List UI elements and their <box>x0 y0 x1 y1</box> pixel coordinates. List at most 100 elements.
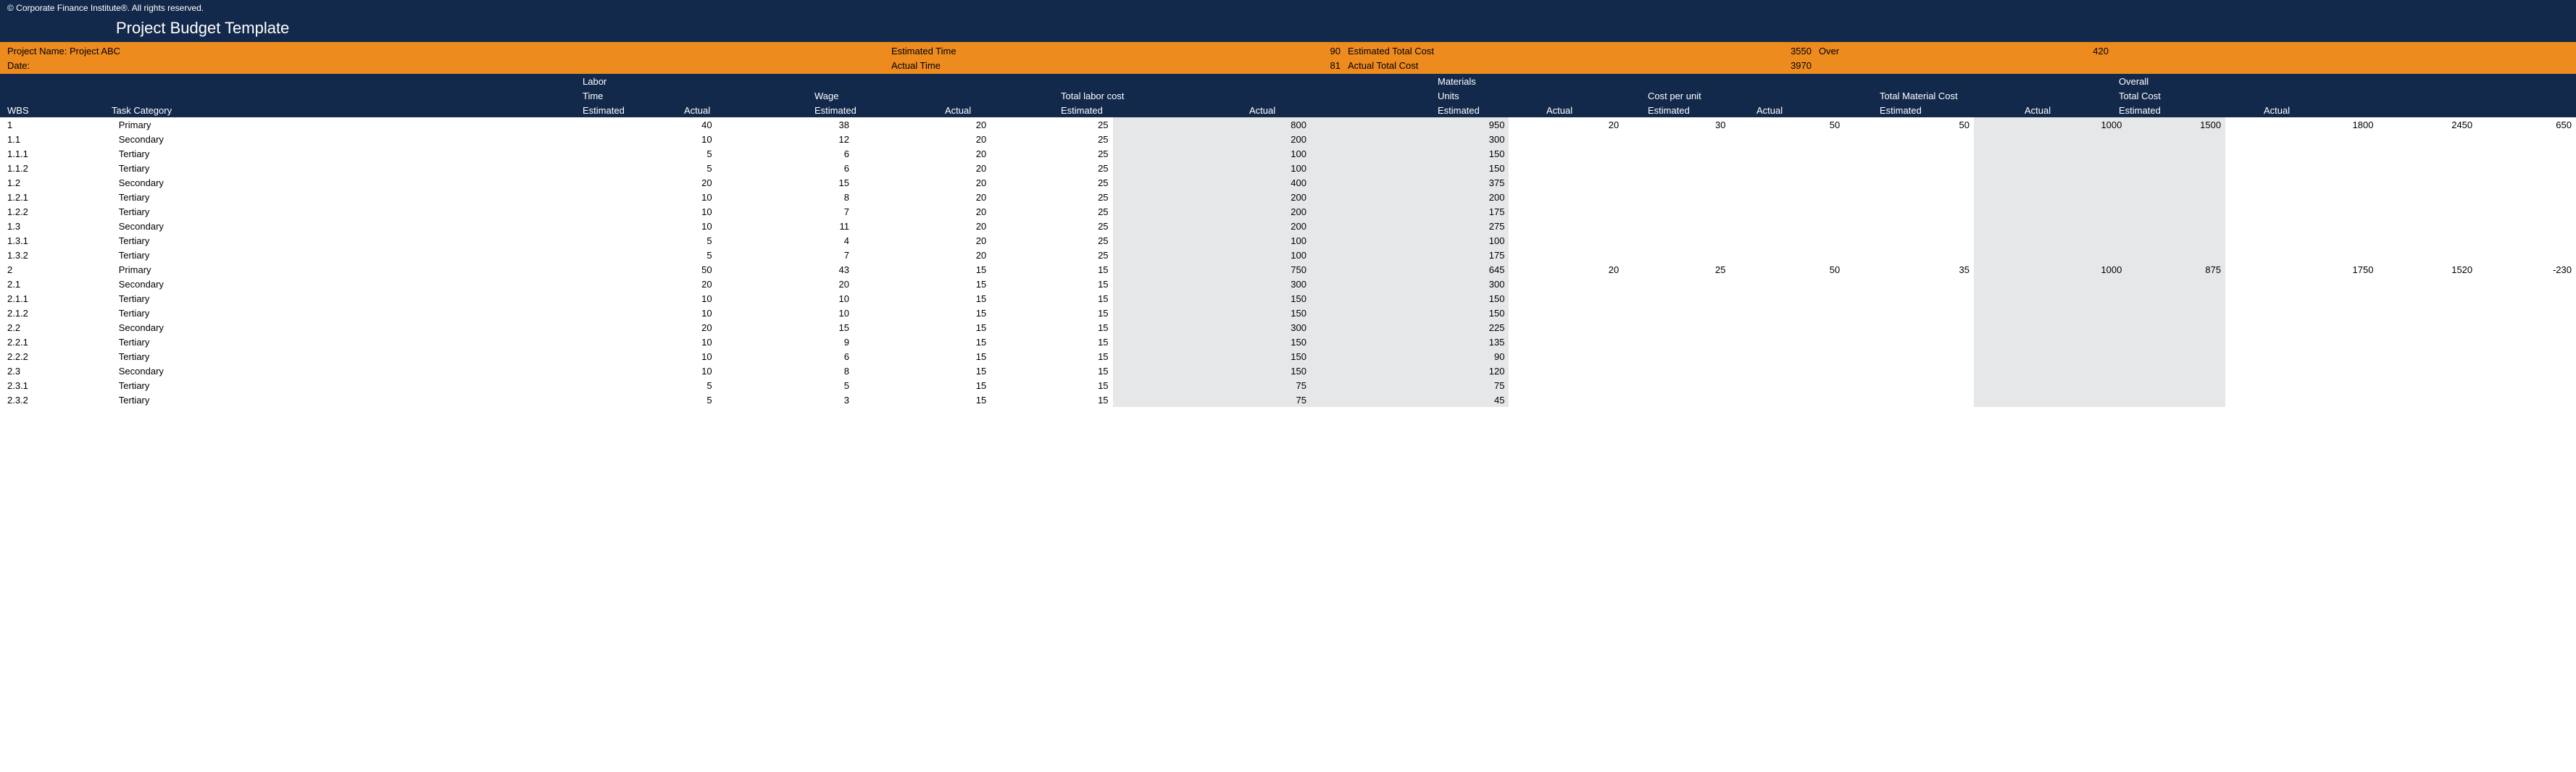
cell-tle[interactable]: 100 <box>1113 248 1311 262</box>
cell-oe[interactable] <box>2225 204 2377 219</box>
cell-oe[interactable] <box>2225 349 2377 364</box>
cell-wbs[interactable]: 1 <box>0 117 114 132</box>
cell-tla[interactable]: 45 <box>1311 393 1509 407</box>
cell-ue[interactable] <box>1509 204 1623 219</box>
cell-cpa[interactable] <box>1844 277 1974 291</box>
cell-ua[interactable] <box>1623 204 1730 219</box>
cell-ue[interactable] <box>1509 175 1623 190</box>
cell-var[interactable] <box>2477 378 2576 393</box>
cell-oe[interactable] <box>2225 161 2377 175</box>
cell-var[interactable] <box>2477 132 2576 146</box>
cell-cpe[interactable] <box>1730 378 1844 393</box>
cell-task[interactable]: Secondary <box>114 219 610 233</box>
cell-task[interactable]: Secondary <box>114 175 610 190</box>
cell-te[interactable]: 50 <box>609 262 716 277</box>
cell-ta[interactable]: 3 <box>717 393 854 407</box>
cell-wbs[interactable]: 2.1.2 <box>0 306 114 320</box>
cell-tla[interactable]: 75 <box>1311 378 1509 393</box>
cell-wa[interactable]: 25 <box>991 248 1112 262</box>
cell-tla[interactable]: 100 <box>1311 233 1509 248</box>
cell-var[interactable] <box>2477 175 2576 190</box>
cell-ta[interactable]: 15 <box>717 320 854 335</box>
cell-task[interactable]: Primary <box>114 117 610 132</box>
cell-cpa[interactable] <box>1844 393 1974 407</box>
cell-tla[interactable]: 300 <box>1311 277 1509 291</box>
cell-wa[interactable]: 15 <box>991 262 1112 277</box>
cell-tme[interactable] <box>1974 219 2126 233</box>
cell-oa[interactable] <box>2377 291 2477 306</box>
cell-wbs[interactable]: 2.2.2 <box>0 349 114 364</box>
cell-oa[interactable] <box>2377 161 2477 175</box>
cell-te[interactable]: 10 <box>609 364 716 378</box>
cell-task[interactable]: Tertiary <box>114 349 610 364</box>
cell-ta[interactable]: 6 <box>717 349 854 364</box>
cell-oa[interactable] <box>2377 364 2477 378</box>
cell-te[interactable]: 5 <box>609 393 716 407</box>
cell-task[interactable]: Tertiary <box>114 204 610 219</box>
cell-cpa[interactable] <box>1844 364 1974 378</box>
cell-ta[interactable]: 15 <box>717 175 854 190</box>
cell-wbs[interactable]: 1.3 <box>0 219 114 233</box>
cell-var[interactable] <box>2477 248 2576 262</box>
cell-ta[interactable]: 7 <box>717 248 854 262</box>
cell-cpa[interactable] <box>1844 146 1974 161</box>
cell-var[interactable] <box>2477 146 2576 161</box>
cell-cpa[interactable] <box>1844 335 1974 349</box>
cell-tle[interactable]: 200 <box>1113 190 1311 204</box>
cell-we[interactable]: 15 <box>854 378 991 393</box>
cell-wa[interactable]: 15 <box>991 291 1112 306</box>
cell-we[interactable]: 15 <box>854 320 991 335</box>
cell-we[interactable]: 20 <box>854 233 991 248</box>
cell-tma[interactable] <box>2126 175 2225 190</box>
cell-tma[interactable] <box>2126 277 2225 291</box>
cell-oa[interactable] <box>2377 190 2477 204</box>
cell-ua[interactable] <box>1623 393 1730 407</box>
cell-ua[interactable] <box>1623 277 1730 291</box>
cell-tle[interactable]: 150 <box>1113 364 1311 378</box>
cell-oe[interactable] <box>2225 320 2377 335</box>
cell-we[interactable]: 20 <box>854 146 991 161</box>
cell-tle[interactable]: 100 <box>1113 146 1311 161</box>
cell-var[interactable] <box>2477 364 2576 378</box>
cell-cpe[interactable] <box>1730 306 1844 320</box>
cell-ua[interactable] <box>1623 335 1730 349</box>
cell-tla[interactable]: 135 <box>1311 335 1509 349</box>
cell-tma[interactable] <box>2126 335 2225 349</box>
cell-we[interactable]: 20 <box>854 161 991 175</box>
cell-tla[interactable]: 150 <box>1311 161 1509 175</box>
cell-cpa[interactable] <box>1844 132 1974 146</box>
cell-ta[interactable]: 8 <box>717 190 854 204</box>
cell-cpe[interactable] <box>1730 335 1844 349</box>
cell-te[interactable]: 10 <box>609 219 716 233</box>
cell-ta[interactable]: 6 <box>717 161 854 175</box>
cell-tle[interactable]: 750 <box>1113 262 1311 277</box>
cell-ua[interactable] <box>1623 320 1730 335</box>
cell-cpe[interactable]: 50 <box>1730 262 1844 277</box>
cell-ua[interactable] <box>1623 233 1730 248</box>
cell-tla[interactable]: 275 <box>1311 219 1509 233</box>
cell-var[interactable] <box>2477 306 2576 320</box>
cell-tme[interactable] <box>1974 190 2126 204</box>
cell-tma[interactable] <box>2126 248 2225 262</box>
cell-var[interactable] <box>2477 190 2576 204</box>
cell-var[interactable] <box>2477 349 2576 364</box>
cell-var[interactable] <box>2477 393 2576 407</box>
cell-tme[interactable] <box>1974 320 2126 335</box>
cell-cpe[interactable] <box>1730 132 1844 146</box>
cell-te[interactable]: 20 <box>609 277 716 291</box>
cell-wbs[interactable]: 2.1.1 <box>0 291 114 306</box>
cell-we[interactable]: 15 <box>854 349 991 364</box>
cell-cpa[interactable] <box>1844 320 1974 335</box>
cell-oa[interactable] <box>2377 146 2477 161</box>
cell-te[interactable]: 10 <box>609 349 716 364</box>
cell-cpe[interactable] <box>1730 146 1844 161</box>
cell-ua[interactable] <box>1623 175 1730 190</box>
cell-tle[interactable]: 150 <box>1113 349 1311 364</box>
cell-wa[interactable]: 15 <box>991 349 1112 364</box>
cell-te[interactable]: 5 <box>609 378 716 393</box>
cell-cpe[interactable] <box>1730 320 1844 335</box>
cell-ua[interactable] <box>1623 248 1730 262</box>
cell-ua[interactable] <box>1623 291 1730 306</box>
cell-ua[interactable] <box>1623 146 1730 161</box>
cell-task[interactable]: Secondary <box>114 132 610 146</box>
